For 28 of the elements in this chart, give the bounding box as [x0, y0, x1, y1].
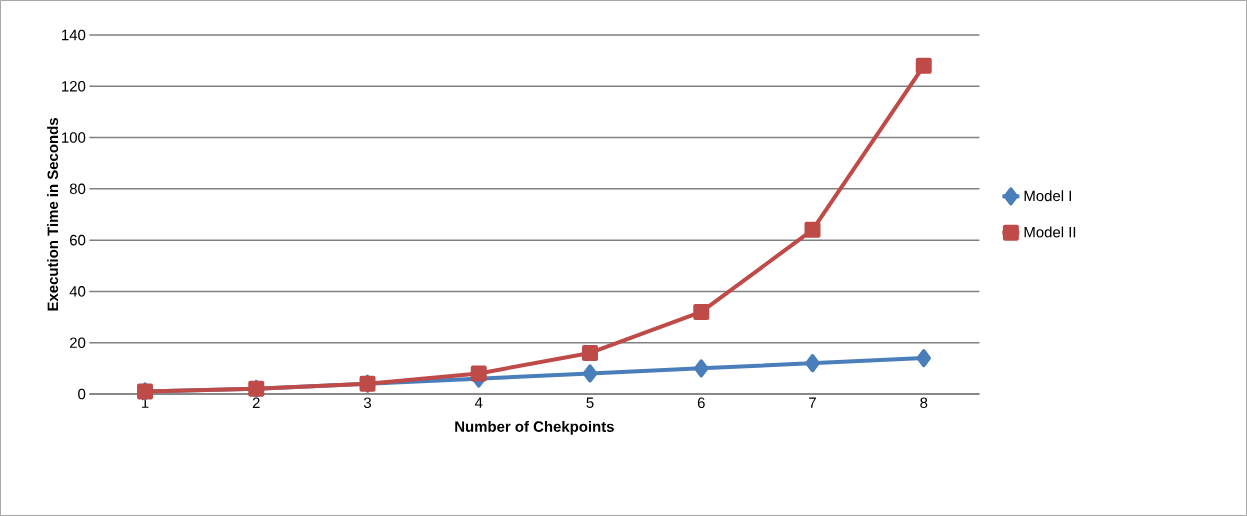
y-tick-label: 80: [69, 183, 86, 195]
x-axis-title: Number of Chekpoints: [455, 420, 614, 435]
point: [582, 364, 598, 383]
legend-label: Model I: [1024, 190, 1071, 202]
x-tick-label: 8: [920, 397, 928, 409]
y-tick-label: 120: [62, 80, 86, 92]
x-tick-label: 7: [809, 397, 816, 408]
y-tick-label: 0: [78, 388, 86, 400]
y-tick-label: 20: [69, 337, 86, 348]
point: [582, 344, 599, 361]
x-tick-label: 5: [586, 397, 594, 408]
point: [470, 365, 487, 382]
legend-label: Model II: [1024, 226, 1076, 238]
x-tick-label: 6: [697, 397, 705, 409]
y-tick-label: 40: [69, 286, 86, 297]
point: [915, 57, 932, 74]
point: [694, 359, 709, 378]
x-tick-label: 2: [252, 397, 260, 408]
point: [805, 354, 820, 373]
x-tick-label: 4: [474, 397, 483, 408]
y-tick-label: 140: [62, 29, 86, 41]
y-axis-title: Execution Time in Seconds: [47, 118, 59, 311]
point: [916, 349, 932, 368]
y-tick-label: 100: [62, 132, 86, 143]
point: [693, 303, 710, 320]
y-tick-label: 60: [70, 234, 86, 246]
point: [804, 221, 821, 238]
x-tick-label: 3: [363, 397, 372, 409]
